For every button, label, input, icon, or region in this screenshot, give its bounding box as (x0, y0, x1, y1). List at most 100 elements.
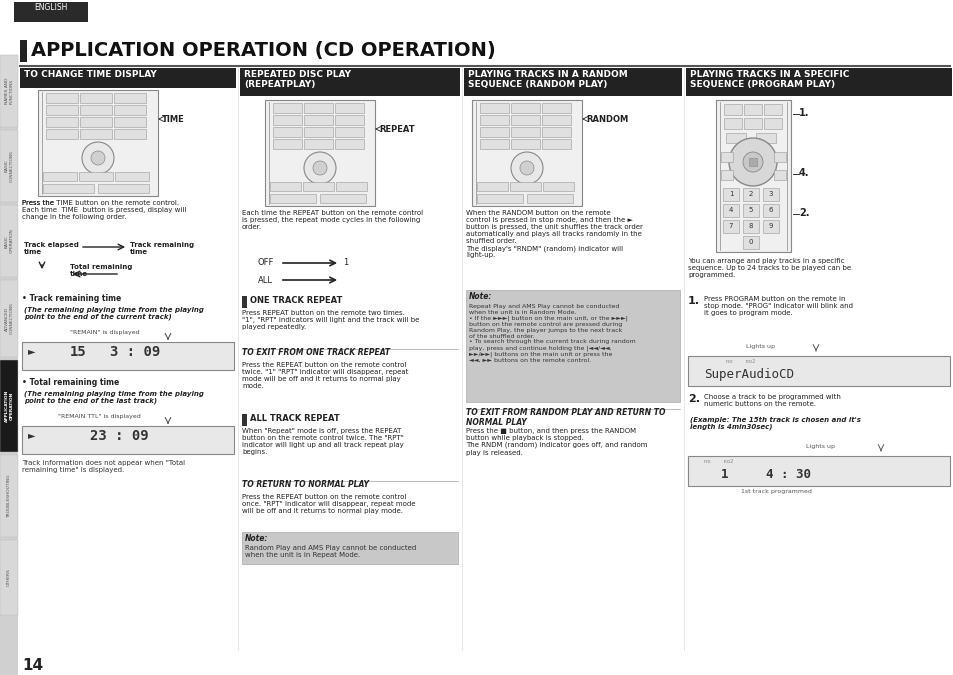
Bar (725, 133, 745, 143)
Text: 1.: 1. (799, 108, 809, 118)
Circle shape (519, 161, 534, 175)
Text: • Total remaining time: • Total remaining time (22, 378, 119, 387)
Bar (80, 93, 112, 103)
Text: TO RETURN TO NORMAL PLAY: TO RETURN TO NORMAL PLAY (242, 480, 369, 489)
Text: 8: 8 (748, 223, 753, 229)
Text: 5: 5 (748, 207, 753, 213)
Bar (46, 105, 78, 115)
Text: SuperAudioCD: SuperAudioCD (703, 368, 793, 381)
Bar (319, 194, 366, 203)
Bar (687, 456, 949, 486)
Bar (20, 40, 27, 62)
Bar (80, 129, 112, 139)
Bar (265, 100, 375, 206)
Bar (80, 105, 112, 115)
Circle shape (728, 138, 776, 186)
Text: "REMAIN" is displayed: "REMAIN" is displayed (70, 330, 139, 335)
Bar (43, 172, 77, 181)
Bar (723, 118, 741, 129)
Text: 1.: 1. (687, 296, 700, 306)
Bar (0, 205, 18, 277)
Text: APPLICATION
OPERATION: APPLICATION OPERATION (5, 390, 13, 422)
Text: 9: 9 (768, 223, 773, 229)
Bar (722, 220, 739, 233)
Bar (43, 184, 94, 193)
Bar (748, 158, 757, 166)
Text: 3 : 09: 3 : 09 (110, 345, 160, 359)
Bar (762, 220, 779, 233)
Bar (304, 127, 333, 137)
Text: no    no2: no no2 (725, 359, 755, 364)
Text: When the RANDOM button on the remote
control is pressed in stop mode, and then t: When the RANDOM button on the remote con… (465, 210, 642, 259)
Text: 7: 7 (728, 223, 733, 229)
Bar (511, 115, 539, 125)
Text: Press the REPEAT button on the remote control
twice. "1" "RPT" indicator will di: Press the REPEAT button on the remote co… (242, 362, 408, 389)
Bar (113, 93, 146, 103)
Text: TO EXIT FROM RANDOM PLAY AND RETURN TO
NORMAL PLAY: TO EXIT FROM RANDOM PLAY AND RETURN TO N… (465, 408, 665, 427)
Text: 23 : 09: 23 : 09 (90, 429, 149, 443)
Bar (79, 172, 112, 181)
Bar (335, 139, 364, 149)
Text: 2.: 2. (799, 208, 809, 218)
Text: Press the: Press the (22, 200, 56, 206)
Text: 4: 4 (728, 207, 733, 213)
Bar (476, 182, 507, 191)
Text: TIME: TIME (162, 115, 185, 124)
Text: ONE TRACK REPEAT: ONE TRACK REPEAT (250, 296, 342, 305)
Text: Lights up: Lights up (805, 444, 834, 449)
Text: 14: 14 (22, 658, 43, 673)
Bar (46, 129, 78, 139)
Bar (755, 133, 775, 143)
Text: 0: 0 (748, 239, 753, 245)
Text: Lights up: Lights up (745, 344, 774, 349)
Bar (541, 139, 571, 149)
Text: 1     4 : 30: 1 4 : 30 (720, 468, 810, 481)
Bar (22, 342, 233, 370)
Bar (273, 103, 302, 113)
Bar (479, 115, 509, 125)
Text: Track remaining
time: Track remaining time (130, 242, 193, 255)
Circle shape (91, 151, 105, 165)
Bar (720, 152, 732, 162)
Text: Repeat Play and AMS Play cannot be conducted
when the unit is in Random Mode.
• : Repeat Play and AMS Play cannot be condu… (469, 304, 635, 362)
Text: (The remaining playing time from the playing
point to the end of the current tra: (The remaining playing time from the pla… (24, 306, 204, 320)
Bar (335, 127, 364, 137)
Bar (465, 290, 679, 402)
Text: 1: 1 (728, 191, 733, 197)
Text: TROUBLESHOOTING: TROUBLESHOOTING (7, 475, 11, 518)
Text: ENGLISH: ENGLISH (34, 3, 68, 12)
Text: BASIC
OPERATION: BASIC OPERATION (5, 229, 13, 253)
Text: PLAYING TRACKS IN A SPECIFIC
SEQUENCE (PROGRAM PLAY): PLAYING TRACKS IN A SPECIFIC SEQUENCE (P… (689, 70, 848, 89)
Text: Note:: Note: (469, 292, 492, 301)
Text: 6: 6 (768, 207, 773, 213)
Bar (240, 68, 459, 96)
Circle shape (742, 152, 762, 172)
Bar (20, 68, 235, 88)
Text: NAMES AND
FUNCTIONS: NAMES AND FUNCTIONS (5, 78, 13, 104)
Bar (0, 360, 18, 452)
Bar (762, 204, 779, 217)
Text: ALL TRACK REPEAT: ALL TRACK REPEAT (250, 414, 339, 423)
Text: ►: ► (28, 430, 35, 440)
Bar (742, 236, 759, 249)
Bar (304, 139, 333, 149)
Text: (Example: The 15th track is chosen and it's
length is 4min30sec): (Example: The 15th track is chosen and i… (689, 416, 860, 430)
Text: ►: ► (28, 346, 35, 356)
Bar (273, 139, 302, 149)
Bar (113, 117, 146, 127)
Bar (46, 117, 78, 127)
Bar (742, 188, 759, 201)
Bar (270, 182, 301, 191)
Bar (685, 68, 951, 96)
Text: ADVANCED
CONNECTIONS: ADVANCED CONNECTIONS (5, 302, 13, 334)
Text: 2: 2 (748, 191, 753, 197)
Bar (98, 184, 149, 193)
Text: Note:: Note: (245, 534, 268, 543)
Bar (270, 194, 315, 203)
Bar (273, 115, 302, 125)
Circle shape (511, 152, 542, 184)
Text: Each time the REPEAT button on the remote control
is pressed, the repeat mode cy: Each time the REPEAT button on the remot… (242, 210, 423, 230)
Bar (273, 127, 302, 137)
Circle shape (313, 161, 327, 175)
Bar (0, 130, 18, 202)
